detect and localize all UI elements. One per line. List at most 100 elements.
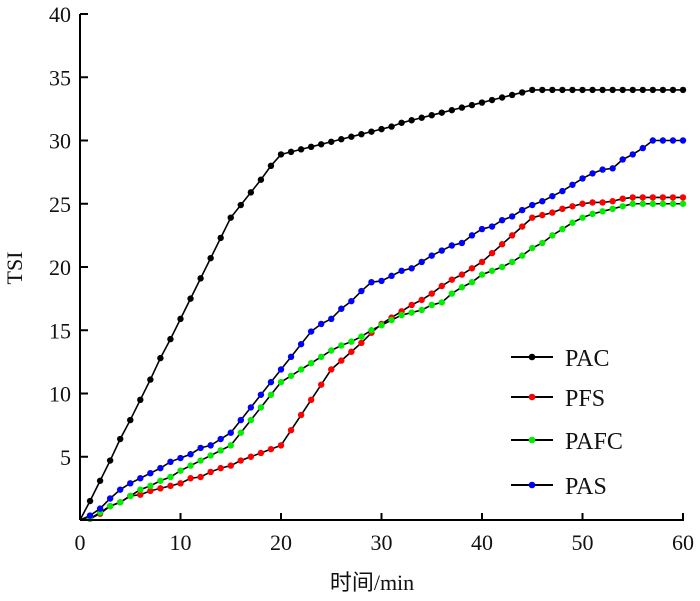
data-point-pfs — [428, 290, 435, 297]
data-point-pac — [378, 125, 385, 133]
data-point-pac — [358, 130, 365, 138]
data-point-pafc — [267, 391, 275, 398]
ticks: 0 10 20 30 40 50 60 5 10 15 20 25 30 35 40 — [49, 2, 694, 555]
data-point-pfs — [609, 198, 616, 205]
data-point-pas — [237, 416, 244, 424]
data-point-pafc — [488, 267, 496, 274]
data-point-pas — [408, 265, 415, 272]
data-point-pas — [177, 454, 184, 462]
data-point-pafc — [508, 258, 516, 266]
data-point-pas — [609, 165, 616, 172]
data-point-pac — [117, 435, 124, 443]
data-point-pac — [679, 86, 687, 94]
data-point-pas — [599, 166, 606, 173]
data-point-pas — [287, 353, 295, 361]
data-point-pas — [388, 272, 395, 280]
data-point-pafc — [649, 200, 657, 207]
data-point-pac — [549, 86, 556, 94]
y-tick-label: 25 — [49, 192, 71, 217]
data-point-pac — [247, 189, 255, 196]
data-point-pac — [267, 162, 275, 169]
data-point-pac — [177, 315, 184, 323]
data-point-pas — [418, 258, 425, 266]
data-point-pafc — [569, 219, 576, 226]
data-point-pfs — [137, 491, 144, 498]
data-point-pac — [599, 86, 606, 94]
data-point-pac — [458, 104, 466, 111]
data-point-pac — [227, 214, 234, 221]
data-point-pfs — [187, 475, 194, 482]
legend-marker — [528, 436, 536, 444]
data-point-pas — [167, 458, 174, 466]
data-point-pfs — [448, 276, 456, 283]
data-point-pfs — [338, 357, 345, 364]
data-point-pas — [488, 223, 496, 230]
data-point-pac — [468, 101, 476, 109]
data-point-pac — [217, 234, 224, 242]
series-pafc — [79, 200, 687, 522]
data-point-pfs — [408, 301, 415, 309]
data-point-pfs — [579, 200, 586, 207]
data-point-pafc — [147, 482, 154, 490]
data-point-pafc — [368, 327, 375, 334]
data-point-pas — [368, 278, 375, 286]
data-point-pfs — [529, 214, 536, 221]
data-point-pfs — [559, 205, 566, 213]
data-point-pac — [167, 335, 174, 343]
data-point-pfs — [468, 265, 476, 272]
data-point-pfs — [177, 480, 184, 487]
data-point-pac — [297, 146, 305, 153]
data-point-pac — [478, 99, 486, 106]
data-point-pafc — [217, 447, 224, 454]
data-point-pfs — [318, 381, 325, 388]
data-point-pac — [338, 136, 345, 143]
data-point-pfs — [247, 453, 255, 460]
data-point-pfs — [267, 445, 275, 453]
data-point-pafc — [519, 252, 526, 259]
data-point-pas — [257, 391, 265, 398]
data-point-pac — [127, 416, 134, 424]
data-point-pac — [579, 86, 586, 94]
data-point-pas — [378, 277, 385, 285]
data-point-pac — [559, 86, 566, 94]
data-point-pas — [86, 512, 94, 519]
data-point-pac — [609, 86, 616, 94]
data-point-pas — [549, 192, 556, 200]
data-point-pas — [679, 137, 687, 144]
data-point-pafc — [227, 442, 234, 449]
data-point-pafc — [358, 333, 365, 340]
data-point-pafc — [478, 271, 486, 278]
data-point-pfs — [589, 199, 596, 206]
data-point-pac — [368, 128, 375, 135]
y-tick-label: 30 — [49, 129, 71, 154]
data-point-pas — [539, 198, 546, 205]
data-point-pac — [629, 86, 636, 94]
data-point-pac — [619, 86, 626, 94]
data-point-pac — [438, 109, 445, 116]
data-point-pac — [428, 112, 435, 119]
data-point-pafc — [498, 263, 506, 271]
data-point-pafc — [338, 342, 345, 349]
data-point-pfs — [659, 194, 667, 201]
x-tick-label: 20 — [270, 530, 292, 555]
legend-label: PAS — [565, 474, 607, 500]
data-point-pafc — [619, 203, 626, 210]
data-point-pac — [348, 133, 355, 140]
data-point-pac — [398, 119, 405, 126]
legend-item-pafc: PAFC — [511, 429, 623, 455]
data-point-pas — [348, 297, 355, 305]
y-tick-label: 5 — [60, 445, 71, 470]
data-point-pfs — [207, 468, 214, 476]
data-point-pas — [197, 444, 204, 452]
data-point-pac — [137, 396, 144, 404]
data-point-pfs — [297, 411, 305, 419]
data-point-pafc — [659, 200, 667, 207]
data-point-pfs — [328, 366, 335, 373]
data-point-pac — [488, 96, 496, 104]
data-point-pac — [408, 117, 415, 124]
data-point-pafc — [539, 239, 546, 247]
y-tick-label: 10 — [49, 382, 71, 407]
data-point-pac — [388, 123, 395, 130]
data-point-pas — [307, 328, 315, 335]
data-point-pafc — [177, 467, 184, 474]
